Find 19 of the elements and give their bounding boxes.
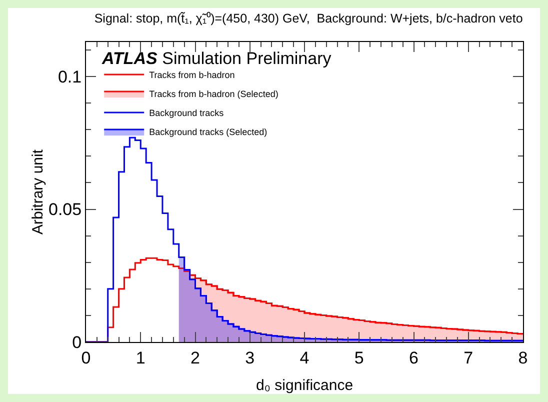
x-tick-label: 4 bbox=[300, 348, 310, 368]
chart-title: Signal: stop, m(t̃₁, χ̃₁⁰)=(450, 430) GeV, Background: W+jets, b/c-hadron veto bbox=[94, 12, 523, 26]
x-axis-title: d₀ significance bbox=[256, 377, 354, 394]
x-tick-label: 1 bbox=[136, 348, 146, 368]
x-tick-label: 5 bbox=[354, 348, 364, 368]
x-tick-label: 6 bbox=[409, 348, 418, 368]
y-tick-label: 0.1 bbox=[58, 67, 82, 86]
y-tick-label: 0.05 bbox=[48, 200, 82, 220]
legend-label: Background tracks bbox=[149, 108, 224, 118]
y-tick-label: 0 bbox=[72, 332, 82, 352]
legend-label: Background tracks (Selected) bbox=[149, 127, 268, 138]
x-tick-label: 8 bbox=[518, 348, 528, 368]
x-tick-label: 7 bbox=[464, 348, 474, 368]
x-tick-label: 3 bbox=[245, 348, 255, 368]
legend-label: Tracks from b-hadron bbox=[149, 70, 235, 80]
legend-label: Tracks from b-hadron (Selected) bbox=[149, 89, 278, 100]
annotation: ATLAS Simulation Preliminary bbox=[101, 49, 332, 68]
y-axis-title: Arbitrary unit bbox=[30, 148, 47, 235]
x-tick-label: 2 bbox=[190, 348, 200, 368]
